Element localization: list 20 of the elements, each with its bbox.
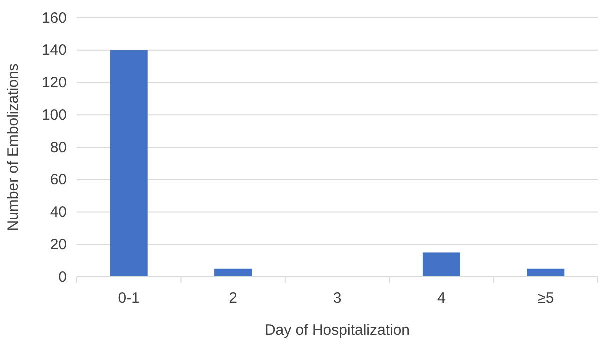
x-tick-label: 3 xyxy=(333,290,342,307)
x-tick-label: ≥5 xyxy=(538,290,554,307)
y-tick-label: 20 xyxy=(50,236,67,254)
x-axis-title: Day of Hospitalization xyxy=(264,322,410,339)
y-tick-label: 160 xyxy=(42,10,67,27)
y-axis-title: Number of Embolizations xyxy=(5,64,22,232)
bar xyxy=(422,252,460,277)
x-tick-label: 4 xyxy=(438,290,446,307)
y-tick-label: 80 xyxy=(50,139,67,156)
x-tick-label: 2 xyxy=(229,290,238,307)
y-tick-label: 0 xyxy=(58,268,67,286)
y-tick-label: 60 xyxy=(50,172,67,189)
x-tick-label: 0-1 xyxy=(118,290,140,307)
y-tick-label: 100 xyxy=(42,106,67,124)
bar xyxy=(527,268,565,277)
y-tick-label: 120 xyxy=(42,74,67,92)
y-tick-label: 140 xyxy=(42,42,67,60)
bar xyxy=(110,50,148,277)
y-tick-label: 40 xyxy=(50,204,67,222)
bar xyxy=(214,268,252,277)
